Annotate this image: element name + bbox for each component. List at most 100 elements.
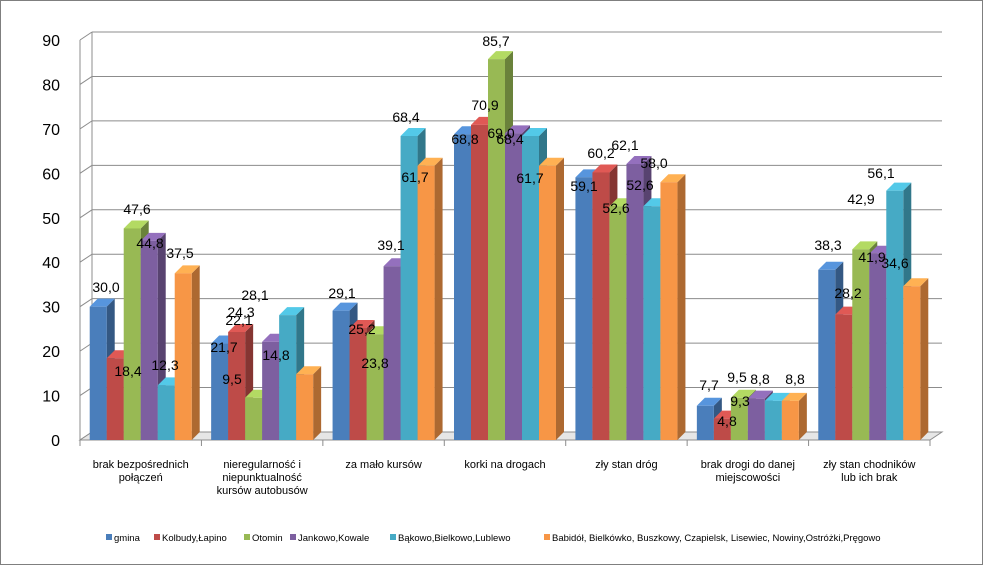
bar <box>818 269 836 440</box>
bar <box>522 136 539 440</box>
gridline-side <box>79 76 93 85</box>
bar-top <box>174 265 200 274</box>
bar <box>89 306 107 440</box>
y-tick-label: 40 <box>42 255 60 272</box>
data-label: 61,7 <box>401 169 428 185</box>
data-label: 41,9 <box>858 249 885 265</box>
data-label: 70,9 <box>471 97 498 113</box>
legend-label: Bąkowo,Bielkowo,Lublewo <box>398 533 510 544</box>
bar-top <box>228 324 254 332</box>
data-label: 34,6 <box>881 255 908 271</box>
data-label: 24,3 <box>227 304 254 320</box>
bar-side <box>556 157 564 440</box>
legend-label: Kolbudy,Łapino <box>162 533 227 544</box>
bar-top <box>349 320 375 328</box>
data-label: 8,8 <box>750 371 770 387</box>
bar-top <box>505 125 530 134</box>
bar <box>106 358 124 440</box>
bar <box>643 206 661 440</box>
data-label: 59,1 <box>570 178 597 194</box>
bar <box>903 286 921 440</box>
bar <box>609 206 627 440</box>
bar <box>245 397 263 440</box>
bar <box>262 341 280 440</box>
y-tick-label: 70 <box>42 122 60 139</box>
y-tick-label: 60 <box>42 166 60 183</box>
bar <box>417 165 435 440</box>
bar-top <box>764 392 790 401</box>
bar <box>366 334 384 440</box>
legend-swatch <box>390 534 396 540</box>
legend-swatch <box>290 534 296 540</box>
y-tick-label: 50 <box>42 211 60 228</box>
gridline-side <box>79 298 93 308</box>
bar-side <box>798 392 807 440</box>
bar-top <box>522 128 547 136</box>
legend-label: Jankowo,Kowale <box>298 533 369 544</box>
bar-top <box>781 392 807 401</box>
data-label: 42,9 <box>847 191 874 207</box>
legend-label: Babidół, Bielkówko, Buszkowy, Czapielsk,… <box>552 533 881 544</box>
bar-top <box>400 128 426 136</box>
bar <box>383 266 401 440</box>
data-label: 85,7 <box>482 33 509 49</box>
bar <box>539 165 556 440</box>
bar <box>211 343 229 440</box>
bar <box>660 182 678 440</box>
bar-side <box>191 265 200 440</box>
bar-top <box>626 156 652 164</box>
bar-top <box>818 261 844 270</box>
data-label: 61,7 <box>516 170 543 186</box>
bar-side <box>920 278 929 440</box>
category-label: korki na drogach <box>464 459 545 471</box>
category-label: lub ich brak <box>841 472 898 484</box>
bar <box>696 405 714 440</box>
gridline-side <box>79 120 93 130</box>
category-label: niepunktualność <box>222 472 302 484</box>
bar-side <box>313 366 322 440</box>
bar-top <box>140 232 166 241</box>
bar <box>157 385 175 440</box>
category-label: za mało kursów <box>345 459 421 471</box>
bar-top <box>660 174 686 183</box>
bar <box>279 315 297 440</box>
bar <box>400 136 418 440</box>
legend-swatch <box>106 534 112 540</box>
bar-top <box>539 157 564 166</box>
data-label: 28,1 <box>241 287 268 303</box>
bar-top <box>852 241 878 250</box>
legend-swatch <box>154 534 160 540</box>
data-label: 68,8 <box>451 131 478 147</box>
data-label: 38,3 <box>814 237 841 253</box>
data-label: 68,4 <box>392 109 419 125</box>
data-label: 28,2 <box>834 285 861 301</box>
bar <box>713 418 731 440</box>
bar <box>123 228 141 440</box>
y-tick-label: 10 <box>42 389 60 406</box>
legend-label: Otomin <box>252 533 283 544</box>
bar-top <box>332 302 358 311</box>
y-tick-label: 20 <box>42 344 60 361</box>
bar <box>869 253 887 440</box>
data-label: 58,0 <box>640 155 667 171</box>
bar-top <box>296 366 322 375</box>
bar <box>764 400 782 440</box>
bar-top <box>592 164 618 173</box>
bar-side <box>677 174 686 440</box>
bar-top <box>886 182 912 191</box>
data-label: 9,5 <box>222 371 242 387</box>
data-label: 62,1 <box>611 137 638 153</box>
data-label: 60,2 <box>587 145 614 161</box>
bar <box>592 172 610 440</box>
y-tick-label: 90 <box>42 33 60 50</box>
data-label: 8,8 <box>785 371 805 387</box>
category-label: zły stan dróg <box>595 459 657 471</box>
bar <box>852 249 870 440</box>
legend-swatch <box>544 534 550 540</box>
bar-top <box>123 220 149 229</box>
data-label: 18,4 <box>114 363 141 379</box>
data-label: 7,7 <box>699 377 719 393</box>
bar-top <box>89 298 115 307</box>
bar <box>140 240 158 440</box>
bar-top <box>903 278 929 287</box>
